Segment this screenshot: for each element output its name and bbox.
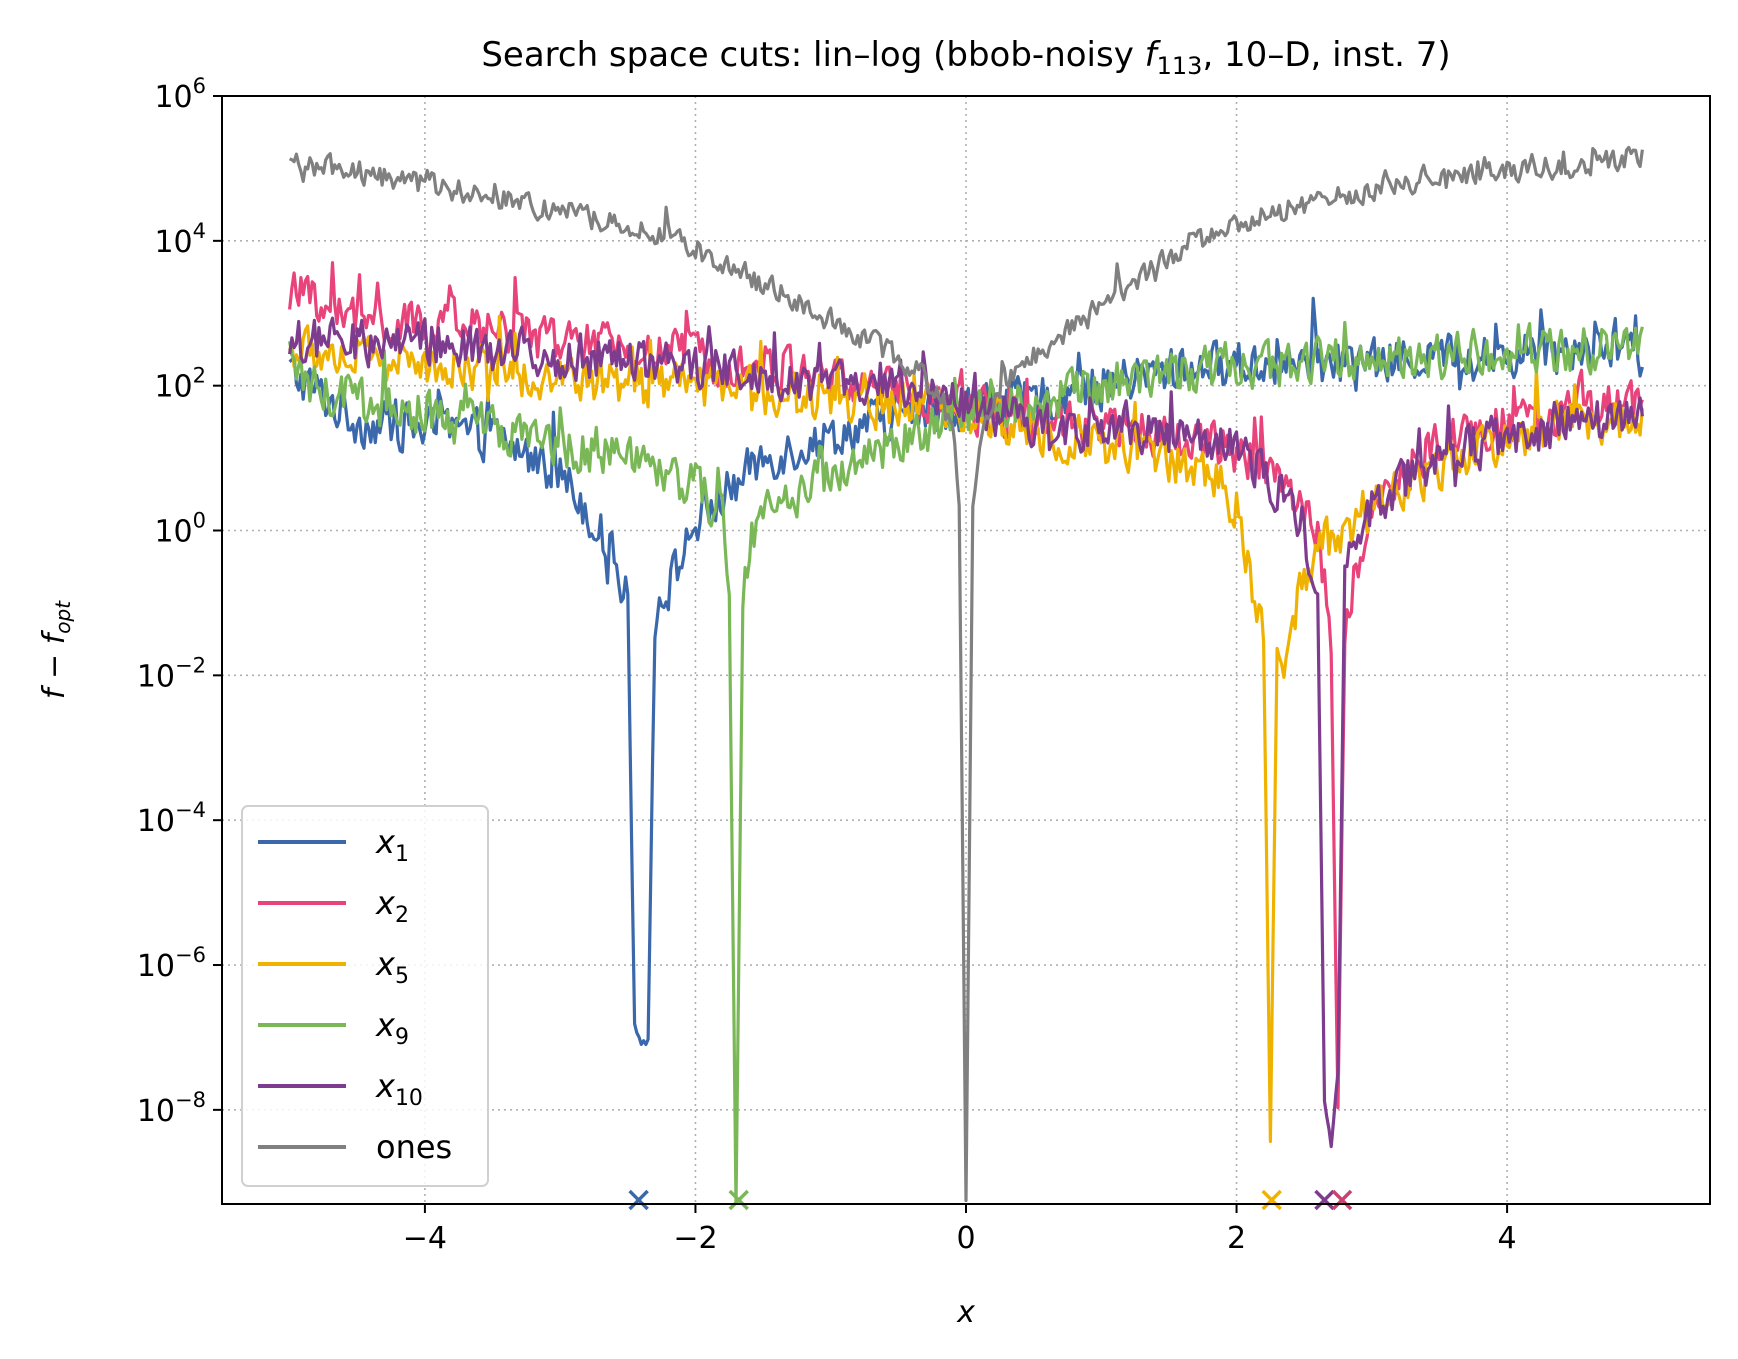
x-tick-label: 0 [956,1221,975,1256]
legend-label-x2: x2 [375,884,409,928]
y-tick-label: 10−2 [137,653,206,694]
x-axis-label: x [956,1295,975,1330]
x-tick-label: −2 [673,1221,717,1256]
series-layer [288,145,1644,1204]
chart-title: Search space cuts: lin–log (bbob-noisy f… [481,35,1450,80]
x-tick-label: 2 [1227,1221,1246,1256]
x-tick-label: −4 [403,1221,447,1256]
optimum-marker-x5 [1261,1189,1282,1211]
legend-label-x9: x9 [375,1006,409,1050]
y-tick-label: 106 [154,74,206,115]
series-line-x10 [288,316,1644,1149]
optimum-marker-x1 [628,1189,649,1211]
series-line-x5 [288,314,1644,1144]
y-tick-label: 10−4 [137,798,206,839]
legend: x1 x2 x5 x9 x10 ones [241,805,489,1187]
legend-label-x1: x1 [375,823,409,867]
optimum-marker-x10 [1314,1189,1335,1211]
y-tick-label: 100 [154,509,206,550]
legend-label-ones: ones [376,1128,452,1166]
x-tick-label: 4 [1498,1221,1517,1256]
y-tick-label: 10−6 [137,943,206,984]
optimum-marker-x2 [1331,1189,1353,1211]
legend-label-x5: x5 [375,945,409,989]
optimum-marker-x9 [728,1189,749,1211]
y-tick-label: 104 [154,219,206,260]
series-line-ones [288,145,1644,1203]
y-tick-label: 102 [154,364,206,405]
optimum-markers [628,1189,1353,1211]
y-tick-label: 10−8 [137,1088,206,1129]
y-axis-label: f − fopt [37,600,75,699]
legend-label-x10: x10 [375,1067,423,1111]
tick-layer: −4 −2 0 2 4 10−8 10−6 10−4 10−2 100 102 104 106 [137,74,1517,1256]
